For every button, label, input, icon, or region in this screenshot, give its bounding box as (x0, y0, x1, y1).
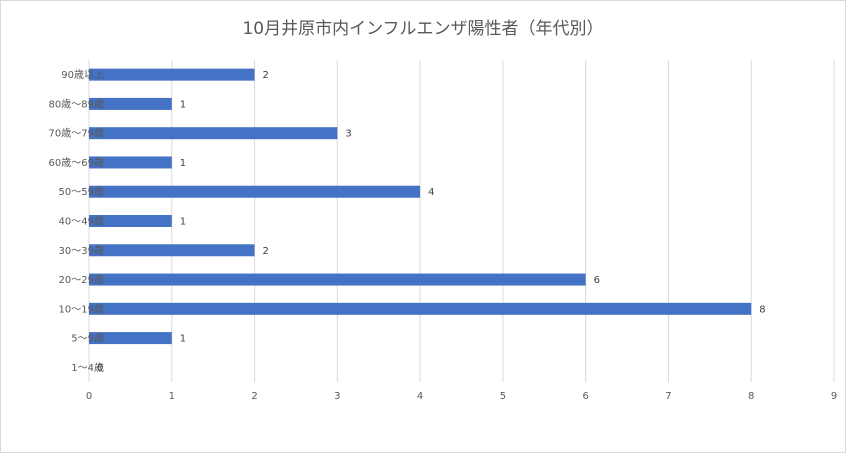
data-label: 1 (180, 99, 186, 110)
x-tick-label: 4 (417, 391, 423, 402)
category-label: 50～59歳 (59, 186, 104, 198)
bar (89, 332, 172, 345)
x-tick-labels: 0 1 2 3 4 5 6 7 8 9 (86, 391, 837, 402)
data-label: 1 (180, 158, 186, 169)
data-label: 2 (263, 246, 269, 257)
bars (89, 68, 752, 345)
data-label: 4 (428, 187, 434, 198)
x-tick-label: 0 (86, 391, 92, 402)
gridlines (88, 60, 835, 382)
bar (89, 68, 255, 81)
x-tick-label: 2 (251, 391, 257, 402)
x-tick-label: 7 (665, 391, 671, 402)
bar (89, 185, 421, 198)
x-tick-label: 3 (334, 391, 340, 402)
category-label: 90歳以上 (61, 69, 104, 81)
category-label: 10～19歳 (59, 303, 104, 315)
bar (89, 244, 255, 257)
chart-title: 10月井原市内インフルエンザ陽性者（年代別） (242, 19, 604, 39)
data-label: 1 (180, 217, 186, 228)
x-tick-label: 8 (748, 391, 754, 402)
category-label: 60歳～69歳 (49, 157, 104, 169)
category-label: 20～29歳 (59, 274, 104, 286)
data-label: 3 (345, 129, 351, 140)
category-label: 40～49歳 (59, 216, 104, 228)
bar (89, 302, 752, 315)
data-label: 6 (594, 275, 600, 286)
x-tick-label: 5 (500, 391, 506, 402)
bar (89, 97, 172, 110)
bar (89, 273, 586, 286)
x-tick-label: 6 (582, 391, 588, 402)
x-tick-label: 9 (831, 391, 837, 402)
category-label: 5～9歳 (71, 333, 104, 345)
category-label: 30～39歳 (59, 245, 104, 257)
data-label: 2 (263, 70, 269, 81)
data-label: 0 (97, 363, 103, 374)
bar (89, 127, 338, 140)
category-label: 80歳～89歳 (49, 98, 104, 110)
category-labels: 90歳以上 80歳～89歳 70歳～79歳 60歳～69歳 50～59歳 40～49歳 30… (49, 69, 104, 374)
data-label: 8 (759, 304, 765, 315)
category-label: 70歳～79歳 (49, 128, 104, 140)
bar (89, 215, 172, 227)
x-tick-label: 1 (169, 391, 175, 402)
data-label: 1 (180, 334, 186, 345)
category-label: 1～4歳 (71, 362, 104, 374)
bar (89, 156, 172, 169)
